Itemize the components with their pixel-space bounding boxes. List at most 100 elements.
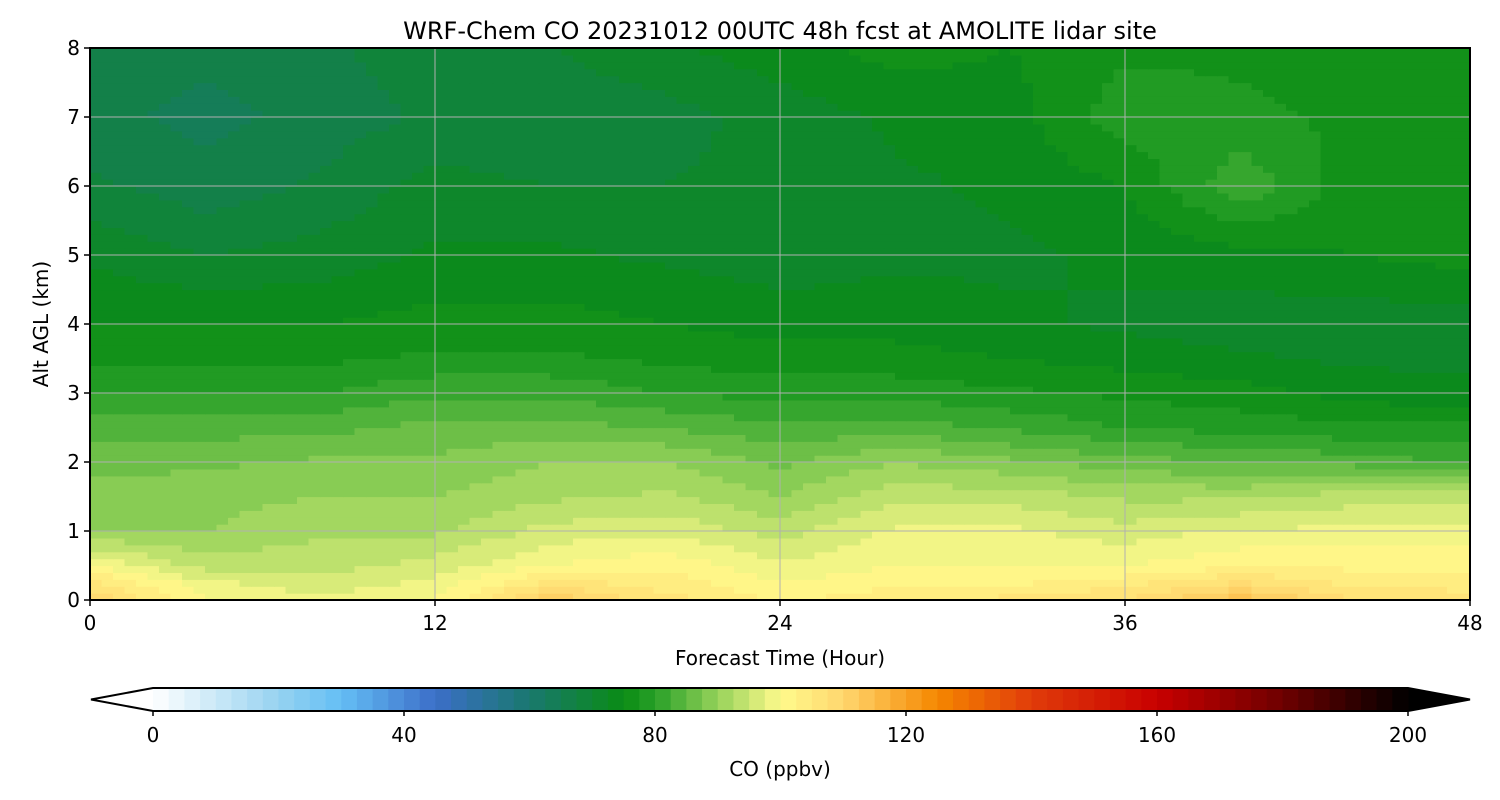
contour-cell <box>964 434 977 442</box>
contour-cell <box>860 531 873 539</box>
contour-cell <box>159 358 172 366</box>
contour-cell <box>860 496 873 504</box>
contour-cell <box>331 551 344 560</box>
contour-cell <box>998 379 1011 387</box>
contour-cell <box>837 510 850 518</box>
contour-cell <box>216 503 229 511</box>
contour-cell <box>722 399 735 408</box>
contour-cell <box>159 420 172 429</box>
contour-cell <box>550 372 563 380</box>
contour-cell <box>124 475 137 484</box>
contour-cell <box>676 324 689 332</box>
contour-cell <box>205 365 218 373</box>
contour-cell <box>837 351 850 360</box>
contour-cell <box>780 448 793 456</box>
contour-cell <box>768 496 781 504</box>
contour-cell <box>101 489 114 498</box>
contour-cell <box>699 524 712 532</box>
contour-cell <box>757 372 770 380</box>
contour-cell <box>469 434 482 442</box>
contour-cell <box>929 572 942 580</box>
contour-cell <box>354 468 367 477</box>
contour-cell <box>1447 344 1460 353</box>
contour-cell <box>607 503 620 511</box>
contour-cell <box>1021 317 1034 325</box>
contour-cell <box>492 351 505 360</box>
contour-cell <box>1435 351 1448 360</box>
contour-cell <box>458 310 471 318</box>
contour-cell <box>860 386 873 394</box>
contour-cell <box>1102 365 1115 373</box>
contour-cell <box>1056 420 1069 429</box>
contour-cell <box>1136 558 1149 567</box>
contour-cell <box>711 489 724 498</box>
contour-cell <box>722 324 735 332</box>
contour-cell <box>1182 593 1195 600</box>
contour-cell <box>1401 434 1414 442</box>
contour-cell <box>757 524 770 532</box>
contour-cell <box>918 558 931 567</box>
contour-cell <box>722 455 735 463</box>
contour-cell <box>699 544 712 553</box>
contour-cell <box>699 593 712 600</box>
contour-cell <box>400 544 413 553</box>
contour-cell <box>251 317 264 325</box>
contour-cell <box>952 386 965 394</box>
contour-cell <box>584 475 597 484</box>
contour-cell <box>1125 551 1138 560</box>
contour-cell <box>228 496 241 504</box>
contour-cell <box>1090 468 1103 477</box>
contour-cell <box>320 593 333 600</box>
contour-cell <box>481 579 494 587</box>
contour-cell <box>1401 517 1414 525</box>
contour-cell <box>285 565 298 573</box>
contour-cell <box>860 551 873 560</box>
contour-cell <box>1274 420 1287 429</box>
contour-cell <box>1263 489 1276 498</box>
contour-cell <box>492 379 505 387</box>
contour-cell <box>1033 406 1046 415</box>
contour-cell <box>124 413 137 422</box>
contour-cell <box>354 531 367 539</box>
contour-cell <box>745 365 758 373</box>
contour-cell <box>745 344 758 353</box>
contour-cell <box>412 330 425 339</box>
contour-cell <box>159 482 172 491</box>
contour-cell <box>941 420 954 429</box>
contour-cell <box>849 372 862 380</box>
contour-cell <box>952 330 965 339</box>
contour-cell <box>768 572 781 580</box>
contour-cell <box>1320 503 1333 511</box>
contour-cell <box>929 524 942 532</box>
contour-cell <box>1240 427 1253 435</box>
contour-cell <box>320 510 333 518</box>
contour-cell <box>1240 593 1253 600</box>
contour-cell <box>688 455 701 463</box>
contour-cell <box>90 351 103 360</box>
contour-cell <box>1148 420 1161 429</box>
contour-cell <box>837 441 850 449</box>
contour-cell <box>423 406 436 415</box>
contour-cell <box>619 517 632 525</box>
contour-cell <box>366 572 379 580</box>
contour-cell <box>941 379 954 387</box>
contour-cell <box>170 524 183 532</box>
contour-cell <box>423 496 436 504</box>
contour-cell <box>1401 468 1414 477</box>
contour-cell <box>297 537 310 546</box>
contour-cell <box>837 317 850 325</box>
contour-cell <box>791 489 804 498</box>
contour-cell <box>182 572 195 580</box>
contour-cell <box>1217 475 1230 484</box>
contour-cell <box>251 358 264 366</box>
contour-cell <box>412 434 425 442</box>
contour-cell <box>182 531 195 539</box>
contour-cell <box>389 503 402 511</box>
contour-cell <box>1263 365 1276 373</box>
contour-cell <box>1343 406 1356 415</box>
contour-cell <box>665 468 678 477</box>
contour-cell <box>642 468 655 477</box>
contour-cell <box>757 475 770 484</box>
contour-cell <box>308 462 321 470</box>
contour-cell <box>101 462 114 470</box>
